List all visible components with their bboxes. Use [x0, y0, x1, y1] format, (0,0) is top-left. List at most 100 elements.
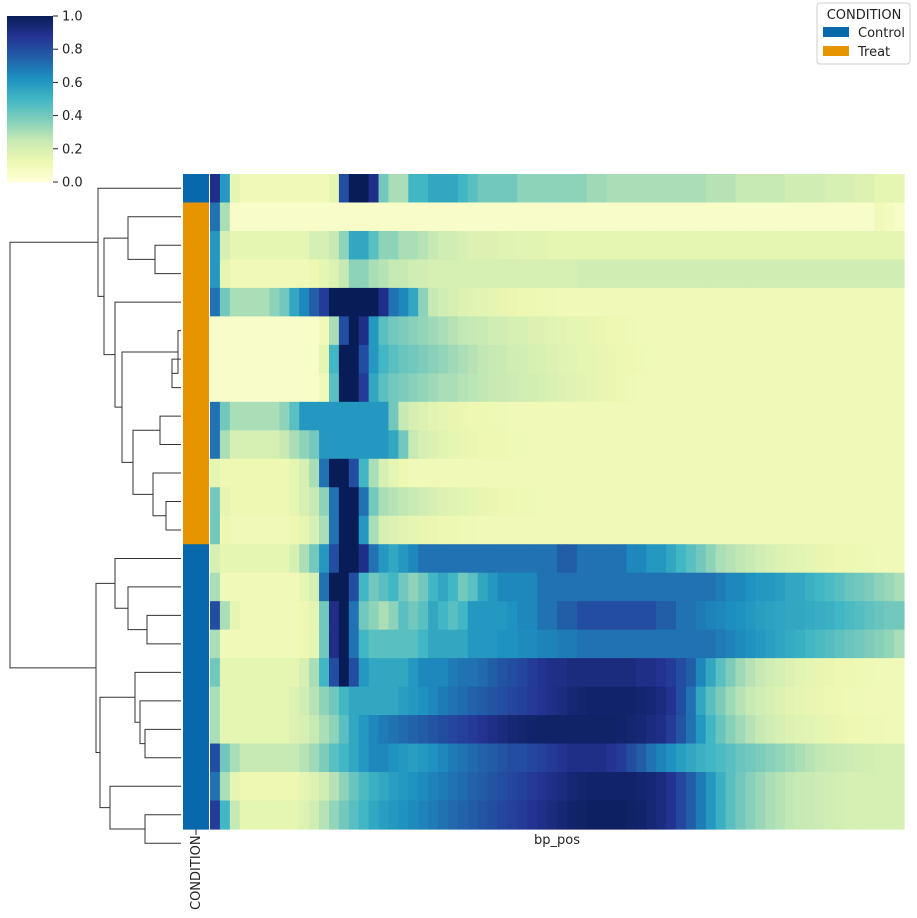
heatmap-cell [824, 629, 836, 659]
heatmap-cell [289, 772, 300, 802]
heatmap-cell [210, 544, 221, 574]
heatmap-cell [249, 430, 261, 460]
colorbar-ticks: 0.00.20.40.60.81.0 [53, 10, 83, 191]
heatmap-cell [755, 629, 766, 659]
heatmap-cell [794, 316, 806, 346]
heatmap-cell [626, 601, 637, 631]
colorbar-tick-label: 1.0 [62, 10, 83, 25]
heatmap-cell [745, 800, 756, 830]
heatmap-cell [755, 344, 766, 374]
heatmap-cell [229, 601, 241, 631]
heatmap-cell [695, 316, 707, 346]
annotation-cell-treat [183, 287, 209, 317]
heatmap-cell [477, 230, 489, 261]
heatmap-cell [309, 316, 320, 346]
heatmap-cell [666, 544, 677, 574]
heatmap-cell [804, 430, 816, 460]
heatmap-cell [229, 316, 241, 346]
heatmap-cell [259, 174, 271, 204]
heatmap-cell [309, 458, 320, 488]
heatmap-cell [547, 544, 558, 574]
heatmap-cell [269, 259, 280, 289]
heatmap-cell [884, 515, 895, 545]
heatmap-cell [884, 715, 895, 745]
heatmap-cell [309, 344, 320, 374]
heatmap-cell [646, 772, 657, 802]
heatmap-cell [517, 743, 528, 773]
heatmap-cell [269, 401, 280, 431]
heatmap-cell [606, 174, 618, 204]
heatmap-cell [229, 629, 241, 659]
heatmap-cell [576, 572, 588, 602]
heatmap-cell [735, 458, 746, 488]
heatmap-cell [368, 458, 380, 488]
heatmap-cell [328, 544, 340, 574]
heatmap-cell [368, 202, 380, 232]
heatmap-cell [775, 487, 786, 517]
heatmap-cell [765, 686, 776, 716]
dendrogram-link [146, 614, 181, 645]
heatmap-cell [775, 174, 786, 204]
heatmap-cell [765, 715, 776, 745]
heatmap-cell [279, 259, 290, 289]
annotation-cell-control [183, 715, 209, 745]
heatmap-cell [319, 401, 330, 431]
heatmap-cell [418, 316, 429, 346]
heatmap-cell [289, 401, 300, 431]
heatmap-cell [814, 715, 826, 745]
heatmap-cell [606, 373, 618, 403]
heatmap-cell [745, 544, 756, 574]
heatmap-cell [626, 401, 637, 431]
heatmap-cell [229, 572, 241, 602]
heatmap-cell [656, 515, 667, 545]
heatmap-cell [794, 174, 806, 204]
heatmap-cell [755, 515, 766, 545]
heatmap-cell [299, 629, 310, 659]
heatmap-cell [438, 487, 449, 517]
heatmap-cell [755, 373, 766, 403]
heatmap-cell [447, 287, 459, 317]
heatmap-cell [467, 544, 479, 574]
heatmap-cell [487, 202, 499, 232]
heatmap-cell [616, 743, 627, 773]
heatmap-cell [854, 743, 865, 773]
heatmap-cell [279, 344, 290, 374]
heatmap-cell [388, 629, 399, 659]
heatmap-cell [735, 287, 746, 317]
heatmap-cell [765, 259, 776, 289]
heatmap-cell [309, 174, 320, 204]
heatmap-cell [408, 544, 419, 574]
heatmap-cell [814, 515, 826, 545]
heatmap-cell [289, 686, 300, 716]
heatmap-cell [586, 259, 598, 289]
heatmap-cell [398, 259, 409, 289]
heatmap-cell [229, 344, 241, 374]
heatmap-cell [646, 430, 657, 460]
heatmap-cell [715, 572, 727, 602]
heatmap-cell [477, 800, 489, 830]
heatmap-cell [547, 800, 558, 830]
heatmap-cell [557, 373, 568, 403]
heatmap-cell [348, 601, 360, 631]
heatmap-cell [557, 174, 568, 204]
heatmap-cell [418, 230, 429, 261]
heatmap-cell [447, 373, 459, 403]
heatmap-cell [894, 658, 905, 688]
heatmap-cell [447, 316, 459, 346]
heatmap-cell [319, 174, 330, 204]
heatmap-cell [487, 344, 499, 374]
heatmap-cell [348, 259, 360, 289]
heatmap-cell [874, 601, 885, 631]
heatmap-cell [457, 601, 469, 631]
heatmap-cell [576, 715, 588, 745]
heatmap-cell [259, 515, 271, 545]
heatmap-cell [467, 487, 479, 517]
heatmap-cell [348, 316, 360, 346]
heatmap-cell [626, 487, 637, 517]
heatmap-cell [249, 401, 261, 431]
heatmap-cell [368, 715, 380, 745]
heatmap-cell [894, 316, 905, 346]
heatmap-cell [249, 458, 261, 488]
heatmap-cell [239, 373, 251, 403]
heatmap-cell [685, 230, 697, 261]
